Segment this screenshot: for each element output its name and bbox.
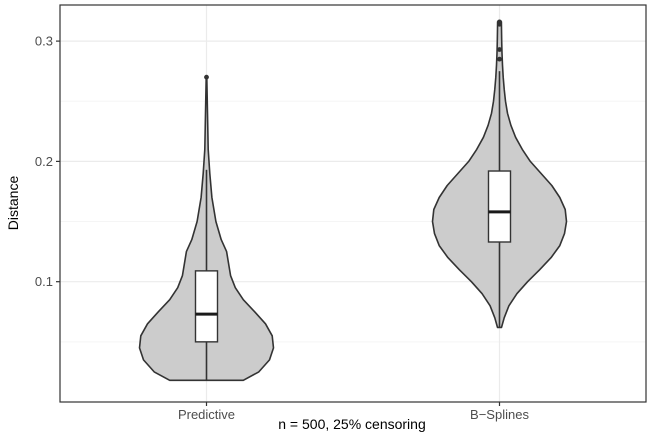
outlier-point	[204, 74, 209, 80]
y-axis-title: Distance	[5, 176, 21, 231]
outlier-point	[497, 19, 502, 25]
y-tick-label: 0.2	[35, 154, 53, 169]
y-tick-label: 0.1	[35, 274, 53, 289]
y-tick-label: 0.3	[35, 34, 53, 49]
box-iqr	[487, 170, 512, 243]
grid-layer	[60, 5, 646, 402]
outlier-point	[497, 56, 502, 62]
x-tick-label: B−Splines	[470, 407, 529, 422]
x-tick-label: Predictive	[178, 407, 235, 422]
box-layer	[194, 19, 512, 381]
panel-border	[59, 4, 647, 403]
axis-layer: 0.1 0.2 0.3 Predictive B−Splines	[35, 4, 647, 422]
box-iqr	[194, 270, 219, 343]
outlier-point	[497, 47, 502, 52]
x-axis-title: n = 500, 25% censoring	[278, 416, 426, 432]
